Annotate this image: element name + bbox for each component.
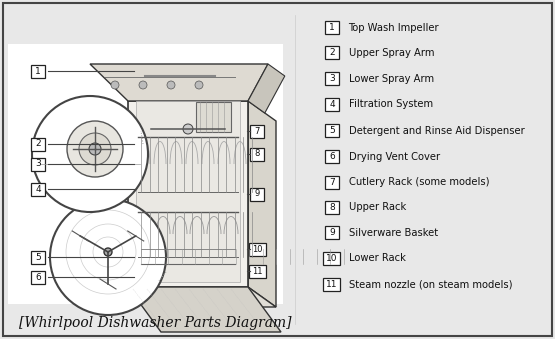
Text: 7: 7 <box>329 178 335 187</box>
Circle shape <box>111 81 119 89</box>
Text: 4: 4 <box>329 100 335 108</box>
FancyBboxPatch shape <box>249 242 265 256</box>
Text: 5: 5 <box>35 253 41 261</box>
Text: 8: 8 <box>329 203 335 212</box>
Text: 8: 8 <box>254 149 260 159</box>
Polygon shape <box>128 287 281 332</box>
Polygon shape <box>128 101 248 287</box>
Circle shape <box>67 121 123 177</box>
Polygon shape <box>248 64 285 113</box>
FancyBboxPatch shape <box>325 46 339 59</box>
Text: Lower Rack: Lower Rack <box>349 253 405 263</box>
Text: 2: 2 <box>35 140 41 148</box>
FancyBboxPatch shape <box>325 150 339 163</box>
FancyBboxPatch shape <box>250 147 264 160</box>
Text: 6: 6 <box>329 152 335 161</box>
FancyBboxPatch shape <box>31 64 45 78</box>
FancyBboxPatch shape <box>250 124 264 138</box>
FancyBboxPatch shape <box>8 44 283 304</box>
Text: 11: 11 <box>326 280 337 288</box>
Text: 11: 11 <box>252 266 263 276</box>
Text: 3: 3 <box>35 160 41 168</box>
FancyBboxPatch shape <box>31 182 45 196</box>
Text: Silverware Basket: Silverware Basket <box>349 228 438 238</box>
Polygon shape <box>248 101 276 307</box>
Circle shape <box>89 143 101 155</box>
Text: Detergent and Rinse Aid Dispenser: Detergent and Rinse Aid Dispenser <box>349 125 524 136</box>
Text: Drying Vent Cover: Drying Vent Cover <box>349 152 440 162</box>
Text: 3: 3 <box>329 74 335 83</box>
Text: 6: 6 <box>35 273 41 281</box>
Text: 7: 7 <box>254 126 260 136</box>
Polygon shape <box>136 101 240 282</box>
FancyBboxPatch shape <box>31 158 45 171</box>
Text: 2: 2 <box>329 48 335 57</box>
Text: Steam nozzle (on steam models): Steam nozzle (on steam models) <box>349 279 512 289</box>
Text: 9: 9 <box>329 228 335 237</box>
Text: Lower Spray Arm: Lower Spray Arm <box>349 74 433 84</box>
FancyBboxPatch shape <box>250 187 264 200</box>
Circle shape <box>167 81 175 89</box>
Text: 1: 1 <box>329 23 335 32</box>
Text: 1: 1 <box>35 66 41 76</box>
Circle shape <box>32 96 148 212</box>
Circle shape <box>79 133 111 165</box>
Text: Top Wash Impeller: Top Wash Impeller <box>349 23 439 33</box>
FancyBboxPatch shape <box>3 3 552 336</box>
Text: [Whirlpool Dishwasher Parts Diagram]: [Whirlpool Dishwasher Parts Diagram] <box>19 316 291 330</box>
FancyBboxPatch shape <box>325 124 339 137</box>
Text: Upper Spray Arm: Upper Spray Arm <box>349 47 434 58</box>
FancyBboxPatch shape <box>325 201 339 214</box>
FancyBboxPatch shape <box>324 252 340 265</box>
Text: 10: 10 <box>252 244 263 254</box>
Polygon shape <box>128 287 276 307</box>
FancyBboxPatch shape <box>325 72 339 85</box>
Circle shape <box>139 81 147 89</box>
Text: Upper Rack: Upper Rack <box>349 202 406 213</box>
Polygon shape <box>90 64 268 101</box>
FancyBboxPatch shape <box>249 264 265 278</box>
FancyBboxPatch shape <box>325 21 339 34</box>
FancyBboxPatch shape <box>325 176 339 189</box>
Text: 4: 4 <box>35 184 41 194</box>
FancyBboxPatch shape <box>324 278 340 291</box>
FancyBboxPatch shape <box>196 102 231 132</box>
Text: 5: 5 <box>329 126 335 135</box>
Circle shape <box>195 81 203 89</box>
FancyBboxPatch shape <box>325 98 339 111</box>
Text: 10: 10 <box>326 254 337 263</box>
Text: 9: 9 <box>254 190 260 199</box>
FancyBboxPatch shape <box>31 251 45 263</box>
FancyBboxPatch shape <box>31 271 45 283</box>
FancyBboxPatch shape <box>325 226 339 239</box>
Circle shape <box>104 248 112 256</box>
Text: Filtration System: Filtration System <box>349 99 433 109</box>
Circle shape <box>50 199 166 315</box>
FancyBboxPatch shape <box>31 138 45 151</box>
Text: Cutlery Rack (some models): Cutlery Rack (some models) <box>349 177 489 187</box>
Circle shape <box>183 124 193 134</box>
